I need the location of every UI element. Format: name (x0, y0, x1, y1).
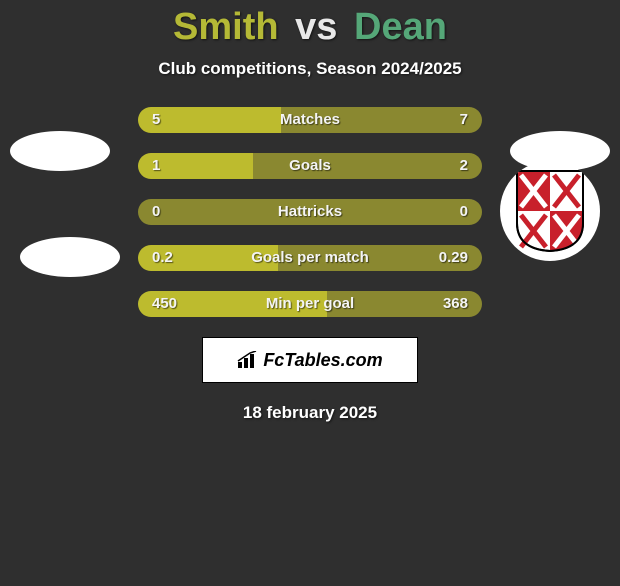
crest-icon (515, 169, 585, 253)
stat-bar: 12Goals (138, 153, 482, 179)
content-area: 57Matches 12Goals 00Hattricks 0.20.29Goals … (0, 107, 620, 423)
stat-bar: 0.20.29Goals per match (138, 245, 482, 271)
player1-avatar (10, 131, 110, 171)
date-label: 18 february 2025 (0, 403, 620, 423)
bar-label: Goals (138, 153, 482, 179)
player2-club-crest (500, 161, 600, 261)
stat-bar: 00Hattricks (138, 199, 482, 225)
comparison-title: Smith vs Dean (0, 6, 620, 49)
bar-label: Goals per match (138, 245, 482, 271)
brand-label: FcTables.com (263, 350, 382, 371)
brand-chart-icon (237, 351, 259, 369)
player2-name: Dean (354, 6, 447, 48)
brand-box: FcTables.com (202, 337, 418, 383)
player1-club-avatar (20, 237, 120, 277)
stat-bars: 57Matches 12Goals 00Hattricks 0.20.29Goals … (138, 107, 482, 317)
stat-bar: 57Matches (138, 107, 482, 133)
stat-bar: 450368Min per goal (138, 291, 482, 317)
bar-label: Matches (138, 107, 482, 133)
vs-text: vs (295, 6, 337, 48)
player1-name: Smith (173, 6, 279, 48)
bar-label: Hattricks (138, 199, 482, 225)
bar-label: Min per goal (138, 291, 482, 317)
subtitle: Club competitions, Season 2024/2025 (0, 59, 620, 79)
